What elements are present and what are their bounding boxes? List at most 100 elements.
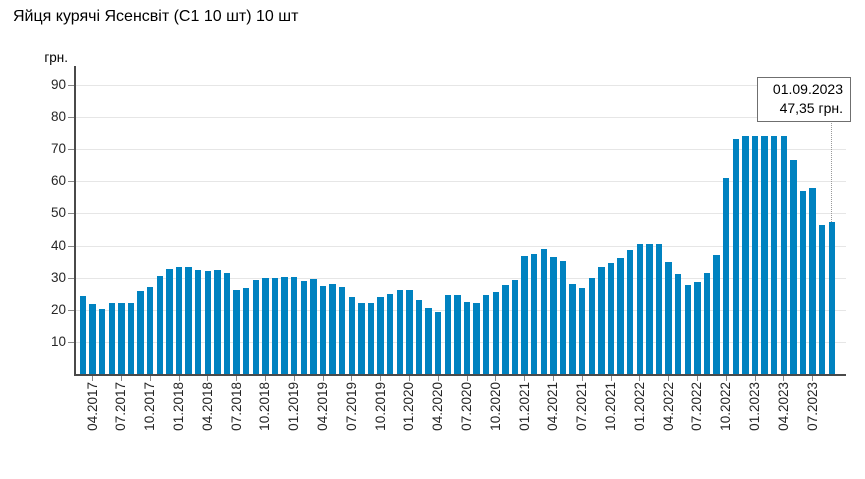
bar[interactable] <box>99 308 106 374</box>
x-axis-label: 01.2023 <box>747 382 762 431</box>
bar[interactable] <box>799 190 807 374</box>
y-gridline <box>75 181 846 183</box>
bar[interactable] <box>473 303 480 374</box>
bar[interactable] <box>329 283 336 374</box>
bar[interactable] <box>483 294 490 374</box>
bar[interactable] <box>214 270 221 374</box>
bar[interactable] <box>617 257 624 374</box>
bar[interactable] <box>665 261 672 374</box>
bar[interactable] <box>636 244 643 374</box>
bar[interactable] <box>339 287 346 374</box>
bar[interactable] <box>310 279 317 374</box>
y-axis-label: 50 <box>50 205 66 221</box>
bar[interactable] <box>79 295 87 374</box>
x-tick-mark <box>380 375 382 381</box>
bar[interactable] <box>243 288 250 374</box>
bar[interactable] <box>137 291 144 374</box>
bar[interactable] <box>262 277 269 374</box>
bar[interactable] <box>156 276 163 374</box>
bar[interactable] <box>607 262 615 374</box>
x-tick-mark <box>120 375 122 381</box>
annotation-date: 01.09.2023 <box>772 81 843 97</box>
bar[interactable] <box>415 300 423 374</box>
bar[interactable] <box>300 280 307 374</box>
bar[interactable] <box>511 279 519 374</box>
bar[interactable] <box>387 293 394 374</box>
x-tick-mark <box>552 375 554 381</box>
bar[interactable] <box>790 160 797 374</box>
bar[interactable] <box>185 266 192 374</box>
x-axis-label: 10.2017 <box>142 382 158 431</box>
bar[interactable] <box>751 135 759 374</box>
y-axis-label: 90 <box>50 77 66 92</box>
bar[interactable] <box>588 278 595 374</box>
x-axis-label: 07.2022 <box>689 382 705 431</box>
bar[interactable] <box>540 249 547 374</box>
bar[interactable] <box>425 308 432 374</box>
bar[interactable] <box>703 272 711 374</box>
bar[interactable] <box>627 250 634 374</box>
y-gridline <box>75 85 846 86</box>
bar[interactable] <box>569 283 576 374</box>
bar[interactable] <box>89 304 96 374</box>
bar[interactable] <box>166 269 173 374</box>
bar[interactable] <box>233 290 240 374</box>
bar[interactable] <box>713 254 720 374</box>
bar[interactable] <box>108 303 115 374</box>
bar[interactable] <box>819 225 826 374</box>
bar[interactable] <box>195 269 202 374</box>
bar[interactable] <box>646 244 653 374</box>
bar[interactable] <box>742 136 749 374</box>
bar[interactable] <box>780 135 787 374</box>
bar[interactable] <box>406 289 413 374</box>
bar[interactable] <box>550 257 557 374</box>
bar[interactable] <box>492 292 499 374</box>
bar[interactable] <box>502 285 509 374</box>
y-tick-mark <box>68 341 75 343</box>
bar[interactable] <box>291 277 298 374</box>
bar[interactable] <box>118 303 125 374</box>
bar[interactable] <box>463 302 471 374</box>
x-tick-mark <box>754 375 756 381</box>
bar[interactable] <box>579 288 586 374</box>
bar[interactable] <box>723 178 730 374</box>
bar[interactable] <box>252 279 259 374</box>
bar[interactable] <box>559 260 567 374</box>
bar[interactable] <box>377 297 384 374</box>
bar[interactable] <box>598 267 605 374</box>
y-tick-mark <box>68 149 75 151</box>
bar[interactable] <box>223 273 231 374</box>
bar[interactable] <box>655 244 663 374</box>
bar[interactable] <box>358 303 365 374</box>
bar[interactable] <box>732 139 739 374</box>
bar[interactable] <box>127 303 135 374</box>
bar[interactable] <box>809 188 816 374</box>
bar[interactable] <box>694 281 701 374</box>
bar[interactable] <box>828 221 835 374</box>
bar[interactable] <box>444 295 451 374</box>
bar[interactable] <box>761 135 768 374</box>
bar[interactable] <box>521 256 528 374</box>
x-tick-mark <box>351 375 353 381</box>
bar[interactable] <box>348 297 355 374</box>
bar[interactable] <box>204 270 211 374</box>
bar[interactable] <box>771 135 778 374</box>
bar[interactable] <box>281 277 288 374</box>
bar[interactable] <box>147 287 154 374</box>
bar[interactable] <box>367 303 375 374</box>
bar[interactable] <box>175 267 183 374</box>
bar[interactable] <box>675 274 682 374</box>
x-axis-label: 04.2017 <box>84 382 100 431</box>
y-tick-mark <box>68 277 75 279</box>
bar[interactable] <box>396 289 403 374</box>
bar[interactable] <box>319 285 327 374</box>
x-tick-mark <box>437 375 439 381</box>
x-axis-label: 01.2018 <box>171 382 186 431</box>
bar[interactable] <box>531 254 538 374</box>
bar[interactable] <box>271 277 279 374</box>
bar[interactable] <box>435 312 442 374</box>
bar[interactable] <box>454 295 461 374</box>
bar[interactable] <box>684 285 691 374</box>
x-tick-mark <box>495 375 497 381</box>
